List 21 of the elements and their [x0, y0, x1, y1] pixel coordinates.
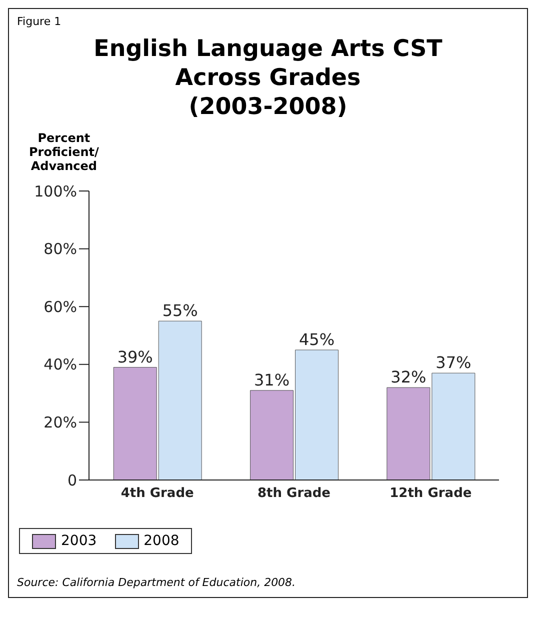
- data-label: 45%: [298, 330, 335, 349]
- data-label: 55%: [162, 301, 198, 320]
- data-label: 31%: [254, 370, 290, 390]
- data-label: 39%: [117, 347, 153, 366]
- caption: Figure 1: [17, 15, 62, 28]
- source-note: Source: California Department of Education, 2008.: [17, 576, 296, 589]
- y-tick-label: 40%: [44, 356, 77, 374]
- y-tick-label: 0: [67, 471, 77, 490]
- y-tick-label: 80%: [44, 240, 77, 258]
- chart-title: English Language Arts CST Across Grades (2003-2008): [92, 35, 444, 122]
- data-label: 32%: [390, 368, 426, 387]
- y-axis-title: Percent Proficient/ Advanced: [29, 131, 99, 173]
- x-tick-label: 12th Grade: [390, 486, 472, 502]
- x-tick-label: 4th Grade: [120, 486, 194, 502]
- y-tick-label: 60%: [44, 298, 77, 316]
- data-label: 37%: [436, 353, 472, 372]
- y-tick-label: 20%: [44, 414, 77, 432]
- legend-label: 2008: [142, 533, 180, 549]
- y-tick-label: 100%: [34, 182, 77, 200]
- legend-label: 2003: [60, 533, 97, 549]
- x-tick-label: 8th Grade: [257, 486, 331, 502]
